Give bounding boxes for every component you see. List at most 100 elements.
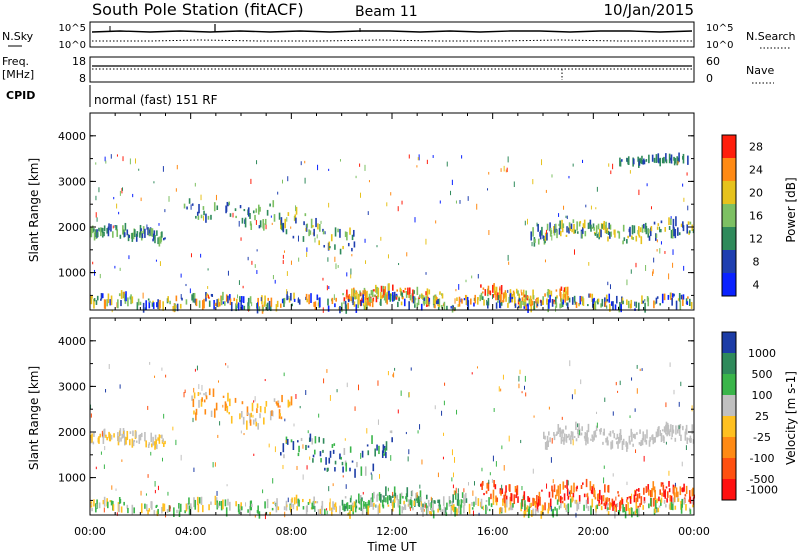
echo-speckle: [441, 410, 443, 416]
echo-speckle: [502, 374, 504, 380]
echo-mark: [152, 302, 155, 309]
colorbar-tick-label: 500: [752, 368, 773, 381]
echo-mark: [527, 496, 529, 502]
echo-speckle: [588, 262, 590, 266]
echo-speckle: [660, 241, 662, 245]
echo-mark: [589, 293, 592, 298]
echo-mark: [120, 437, 122, 442]
echo-mark: [412, 295, 415, 304]
echo-mark: [548, 289, 551, 295]
echo-mark: [195, 408, 198, 415]
echo-mark: [334, 460, 337, 465]
echo-mark: [281, 394, 283, 403]
echo-mark: [203, 393, 205, 396]
echo-mark: [417, 496, 420, 506]
echo-speckle: [172, 426, 174, 431]
echo-mark: [532, 289, 534, 300]
echo-mark: [218, 501, 221, 506]
echo-mark: [509, 496, 512, 505]
echo-mark: [591, 293, 594, 302]
echo-speckle: [533, 415, 535, 418]
echo-speckle: [377, 419, 379, 425]
echo-speckle: [282, 260, 284, 264]
echo-mark: [634, 490, 637, 497]
echo-mark: [364, 466, 367, 476]
echo-mark: [319, 297, 321, 308]
echo-mark: [635, 503, 638, 513]
echo-mark: [532, 497, 534, 507]
echo-mark: [123, 430, 125, 439]
echo-mark: [680, 294, 683, 300]
echo-speckle: [665, 441, 667, 445]
echo-speckle: [508, 507, 510, 511]
echo-speckle: [237, 294, 239, 299]
echo-mark: [456, 508, 458, 516]
echo-mark: [195, 298, 198, 307]
echo-mark: [104, 299, 107, 309]
echo-speckle: [286, 217, 288, 222]
echo-mark: [400, 301, 403, 306]
echo-mark: [658, 496, 660, 502]
echo-mark: [485, 500, 488, 503]
echo-mark: [100, 298, 102, 301]
echo-mark: [607, 484, 610, 493]
echo-mark: [230, 415, 233, 424]
echo-speckle: [545, 189, 547, 193]
echo-speckle: [595, 510, 597, 516]
echo-mark: [493, 283, 495, 290]
echo-mark: [288, 298, 291, 303]
echo-mark: [665, 153, 667, 162]
echo-mark: [672, 218, 675, 229]
echo-speckle: [631, 377, 633, 381]
echo-mark: [144, 503, 146, 509]
echo-speckle: [163, 413, 165, 419]
echo-mark: [519, 299, 521, 309]
echo-mark: [534, 238, 536, 243]
echo-mark: [354, 502, 357, 513]
echo-mark: [414, 298, 417, 301]
echo-mark: [668, 480, 670, 487]
echo-mark: [495, 501, 498, 506]
echo-speckle: [333, 294, 335, 301]
echo-mark: [352, 505, 354, 512]
echo-mark: [371, 493, 374, 503]
echo-mark: [661, 482, 664, 485]
echo-mark: [257, 423, 259, 430]
echo-speckle: [569, 491, 571, 495]
echo-speckle: [254, 396, 256, 402]
echo-mark: [118, 436, 120, 443]
echo-mark: [147, 509, 149, 515]
echo-mark: [150, 228, 152, 237]
echo-mark: [677, 429, 679, 434]
echo-mark: [282, 443, 285, 453]
echo-speckle: [379, 474, 381, 479]
echo-mark: [208, 296, 210, 299]
echo-mark: [205, 391, 207, 397]
echo-mark: [674, 228, 677, 239]
echo-mark: [129, 439, 131, 446]
echo-mark: [385, 293, 387, 303]
echo-speckle: [138, 168, 140, 171]
echo-mark: [544, 293, 546, 297]
echo-speckle: [122, 431, 124, 435]
echo-mark: [198, 497, 201, 504]
echo-speckle: [452, 472, 454, 478]
echo-mark: [371, 289, 374, 297]
echo-speckle: [153, 181, 155, 184]
echo-mark: [366, 299, 369, 306]
echo-mark: [622, 300, 624, 305]
echo-mark: [677, 227, 679, 236]
echo-mark: [208, 388, 211, 396]
echo-mark: [533, 301, 536, 310]
echo-mark: [602, 494, 605, 502]
echo-mark: [516, 485, 519, 495]
echo-mark: [265, 304, 268, 307]
freq-label: Freq.: [2, 55, 29, 68]
colorbar-tick-label: 20: [749, 187, 763, 200]
echo-mark: [256, 303, 258, 309]
echo-mark: [665, 421, 668, 432]
echo-speckle: [146, 224, 148, 230]
echo-mark: [91, 433, 93, 443]
echo-mark: [323, 244, 326, 248]
echo-mark: [449, 500, 451, 504]
